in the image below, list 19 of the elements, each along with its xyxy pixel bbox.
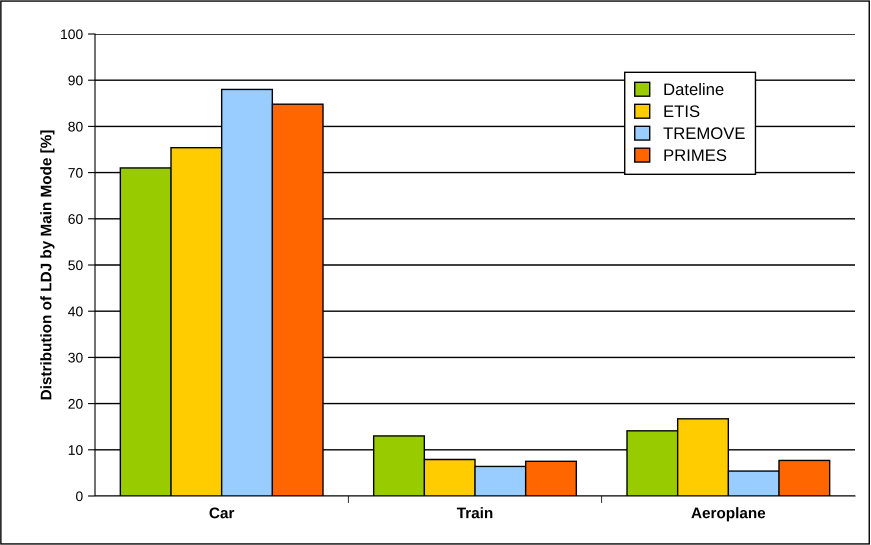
y-tick-label: 50: [68, 260, 83, 270]
y-tick-label: 60: [68, 214, 83, 224]
y-tick-label: 20: [68, 398, 83, 409]
y-tick-label: 0: [76, 491, 83, 502]
legend-label: Dateline: [664, 82, 724, 96]
y-tick-label: 10: [68, 445, 83, 455]
legend-label: ETIS: [664, 105, 700, 118]
legend-label: TREMOVE: [663, 127, 745, 140]
x-tick-label: Car: [210, 508, 234, 518]
y-axis-title: Distribution of LDJ by Main Mode [%]: [40, 130, 54, 400]
y-tick-label: 100: [61, 29, 83, 40]
y-tick-label: 40: [68, 306, 83, 316]
y-tick-label: 70: [68, 168, 83, 178]
y-tick-label: 30: [68, 352, 83, 363]
x-tick-label: Aeroplane: [691, 507, 766, 522]
x-tick-label: Train: [456, 507, 492, 518]
y-tick-label: 90: [68, 76, 83, 86]
legend-label: PRIMES: [664, 149, 726, 162]
y-tick-label: 80: [68, 122, 83, 132]
